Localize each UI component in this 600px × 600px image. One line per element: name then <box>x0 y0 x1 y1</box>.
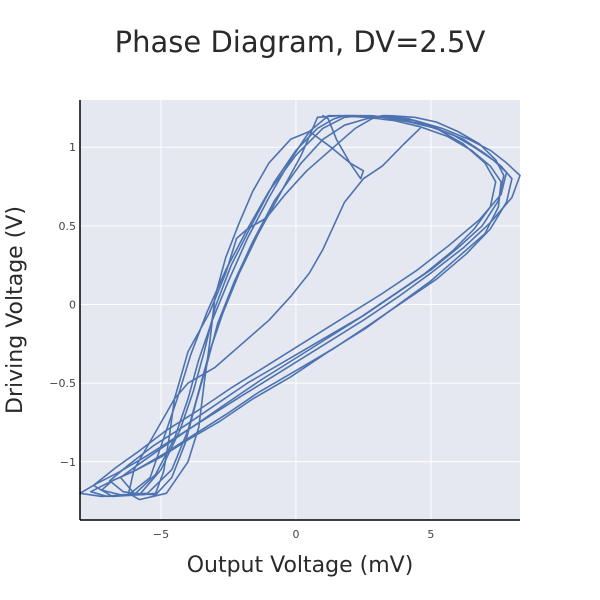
x-tick-labels: −5 0 5 <box>153 528 435 541</box>
series-line-5 <box>127 114 421 501</box>
series-line-3 <box>79 114 521 498</box>
x-tick-label: 0 <box>292 528 299 541</box>
x-tick-label: −5 <box>153 528 169 541</box>
y-tick-label: 0 <box>69 298 76 311</box>
y-tick-label: 0.5 <box>59 220 77 233</box>
series-line-4 <box>108 114 497 496</box>
series-line-6 <box>119 114 505 496</box>
y-tick-labels: −1 −0.5 0 0.5 1 <box>49 141 76 469</box>
plot-background <box>80 100 520 520</box>
y-axis-title: Driving Voltage (V) <box>3 206 28 414</box>
x-tick-label: 5 <box>427 528 434 541</box>
y-tick-label: −1 <box>60 456 76 469</box>
series-line-7 <box>92 114 508 498</box>
y-tick-label: 1 <box>69 141 76 154</box>
axes <box>79 100 520 521</box>
data-traces <box>79 114 521 501</box>
chart-title: Phase Diagram, DV=2.5V <box>115 25 486 59</box>
x-axis-title: Output Voltage (mV) <box>187 553 414 578</box>
y-tick-label: −0.5 <box>49 377 76 390</box>
